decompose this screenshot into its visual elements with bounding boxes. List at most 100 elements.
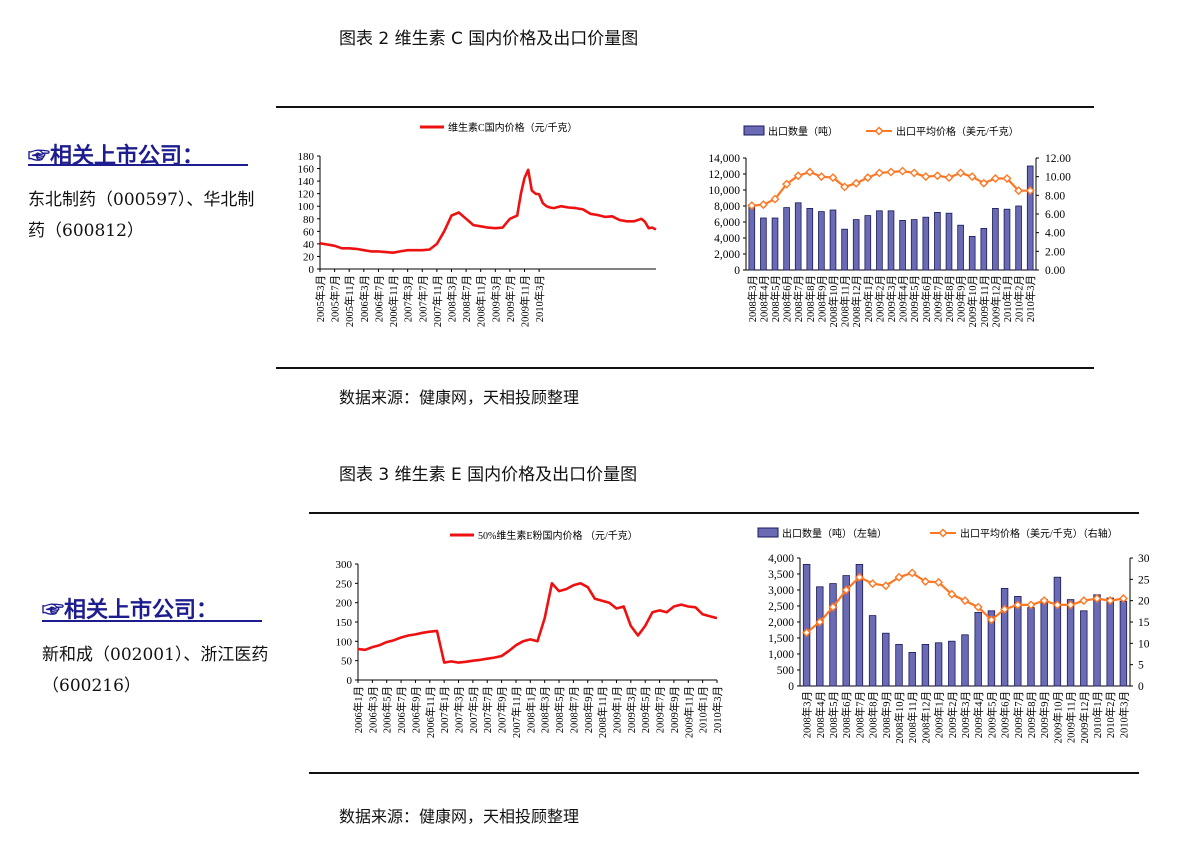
- export-volume-bar-2009-11-: [980, 228, 988, 271]
- y-tick-label-0: 0: [309, 264, 315, 276]
- y-tick-label-140: 140: [298, 176, 315, 188]
- x-tick-label-2009-5-: 2009年5月: [908, 275, 921, 322]
- avg-price-marker-2008-4-: [815, 617, 825, 627]
- export-volume-bar-2009-5-: [987, 610, 996, 687]
- x-tick-label-2009-3-: 2009年3月: [489, 275, 502, 322]
- export-volume-bar-2009-4-: [974, 612, 982, 687]
- right-y-tick-label-15: 15: [1138, 617, 1150, 629]
- avg-price-marker-2009-2-: [874, 168, 884, 178]
- export-volume-bar-2008-9-: [882, 632, 890, 687]
- export-volume-bar-2009-1-: [934, 642, 943, 687]
- left-y-tick-label-2-000: 2,000: [768, 617, 794, 629]
- avg-price-marker-2009-1-: [863, 173, 873, 183]
- x-tick-label-2008-7-: 2008年7月: [792, 275, 805, 322]
- x-tick-label-2009-12-: 2009年12月: [989, 275, 1002, 328]
- export-volume-bar-2008-11-: [908, 651, 916, 687]
- x-tick-label-2009-9-: 2009年9月: [1038, 691, 1051, 738]
- y-tick-label-100: 100: [298, 201, 315, 213]
- avg-price-marker-2010-3-: [1025, 186, 1035, 196]
- x-tick-label-2006-11-: 2006年11月: [424, 686, 437, 738]
- avg-price-marker-2009-7-: [1013, 600, 1023, 610]
- x-tick-label-2010-1-: 2010年1月: [697, 686, 710, 733]
- x-tick-label-2009-8-: 2009年8月: [943, 275, 956, 322]
- x-tick-label-2008-11-: 2008年11月: [596, 686, 609, 738]
- export-volume-bar-2008-5-: [829, 583, 837, 687]
- left-y-tick-label-12-000: 12,000: [708, 169, 740, 181]
- avg-price-marker-2010-2-: [1014, 186, 1024, 196]
- avg-price-marker-2008-12-: [920, 576, 930, 586]
- x-tick-label-2006-7-: 2006年7月: [372, 275, 385, 322]
- x-tick-label-2009-1-: 2009年1月: [933, 691, 946, 738]
- export-volume-bar-2008-9-: [818, 211, 825, 271]
- figure-2-top-rule: [276, 106, 1094, 108]
- related-companies-list-2: 新和成（002001）、浙江医药（600216）: [42, 645, 269, 696]
- x-tick-label-2009-6-: 2009年6月: [999, 691, 1012, 738]
- export-volume-bar-2008-3-: [802, 564, 811, 687]
- export-volume-bar-2009-9-: [957, 224, 964, 271]
- left-y-tick-label-0: 0: [788, 681, 794, 693]
- export-volume-bar-2009-11-: [1066, 599, 1075, 687]
- export-volume-bar-2009-12-: [992, 208, 999, 271]
- avg-price-marker-2008-7-: [854, 572, 864, 582]
- x-tick-label-2009-11-: 2009年11月: [1065, 691, 1078, 743]
- related-companies-heading-2-text: ☞相关上市公司：: [42, 597, 219, 623]
- right-y-tick-label-10: 10: [1138, 638, 1150, 650]
- x-tick-label-2010-3-: 2010年3月: [1024, 275, 1037, 322]
- avg-price-marker-2008-6-: [841, 585, 851, 595]
- x-tick-label-2008-7-: 2008年7月: [460, 275, 473, 322]
- x-tick-label-2008-5-: 2008年5月: [769, 275, 782, 322]
- figure-3-top-rule: [309, 512, 1139, 514]
- x-tick-label-2008-4-: 2008年4月: [814, 691, 827, 738]
- left-y-tick-label-6-000: 6,000: [714, 217, 740, 229]
- x-tick-label-2009-5-: 2009年5月: [639, 686, 652, 733]
- x-tick-label-2005-3-: 2005年3月: [314, 275, 327, 322]
- left-y-tick-label-8-000: 8,000: [714, 201, 740, 213]
- x-tick-label-2006-7-: 2006年7月: [395, 686, 408, 733]
- right-y-tick-label-20: 20: [1138, 596, 1150, 608]
- avg-price-marker-2009-12-: [1079, 596, 1089, 606]
- x-tick-label-2009-4-: 2009年4月: [972, 691, 985, 738]
- x-tick-label-2008-12-: 2008年12月: [850, 275, 863, 328]
- export-volume-bar-2010-2-: [1015, 205, 1022, 271]
- y-tick-label-20: 20: [303, 251, 315, 263]
- x-tick-label-2008-6-: 2008年6月: [781, 275, 794, 322]
- left-y-tick-label-3-000: 3,000: [768, 585, 794, 597]
- export-volume-bar-2010-1-: [1003, 208, 1011, 271]
- x-tick-label-2009-12-: 2009年12月: [1078, 691, 1091, 744]
- legend-bar-swatch: [743, 125, 765, 136]
- left-y-tick-label-1-000: 1,000: [768, 649, 794, 661]
- avg-price-marker-2009-9-: [956, 168, 966, 178]
- right-y-tick-label-4-00: 4.00: [1045, 228, 1065, 240]
- vitamin-c-export-chart: 出口数量（吨） 出口平均价格（美元/千克） 0 2,000 4,000 6,000 8,00…: [708, 125, 1071, 328]
- x-tick-label-2008-9-: 2008年9月: [815, 275, 828, 322]
- avg-price-marker-2008-9-: [881, 581, 891, 591]
- avg-price-marker-2008-8-: [868, 579, 878, 589]
- x-tick-label-2007-3-: 2007年3月: [453, 686, 466, 733]
- left-y-tick-label-3-500: 3,500: [768, 569, 794, 581]
- x-tick-label-2008-9-: 2008年9月: [880, 691, 893, 738]
- export-volume-bar-2008-7-: [855, 564, 864, 687]
- export-volume-bar-2008-5-: [771, 217, 779, 271]
- export-volume-bar-2008-10-: [895, 644, 903, 687]
- legend-avg-label: 出口平均价格（美元/千克）（右轴）: [960, 527, 1118, 540]
- export-volume-bar-2008-7-: [794, 202, 802, 271]
- figure-3-source: 数据来源：健康网，天相投顾整理: [339, 807, 580, 826]
- x-tick-label-2009-4-: 2009年4月: [897, 275, 910, 322]
- left-y-tick-label-1-500: 1,500: [768, 633, 794, 645]
- export-volume-bar-2008-12-: [852, 219, 860, 271]
- export-volume-bar-2009-5-: [910, 219, 918, 271]
- y-tick-label-50: 50: [341, 656, 353, 668]
- x-tick-label-2006-3-: 2006年3月: [366, 686, 379, 733]
- legend-label: 维生素C国内价格（元/千克）: [448, 121, 577, 134]
- x-tick-label-2007-5-: 2007年5月: [467, 686, 480, 733]
- x-tick-label-2009-10-: 2009年10月: [966, 275, 979, 328]
- x-tick-label-2009-9-: 2009年9月: [955, 275, 968, 322]
- x-tick-label-2008-12-: 2008年12月: [919, 691, 932, 744]
- x-tick-label-2008-7-: 2008年7月: [567, 686, 580, 733]
- figure-3-title: 图表 3 维生素 E 国内价格及出口价量图: [339, 465, 638, 485]
- export-volume-bar-2008-6-: [783, 207, 790, 271]
- y-tick-label-0: 0: [347, 675, 353, 687]
- left-y-tick-label-14-000: 14,000: [708, 153, 740, 165]
- x-tick-label-2006-5-: 2006年5月: [381, 686, 394, 733]
- x-tick-label-2005-7-: 2005年7月: [329, 275, 342, 322]
